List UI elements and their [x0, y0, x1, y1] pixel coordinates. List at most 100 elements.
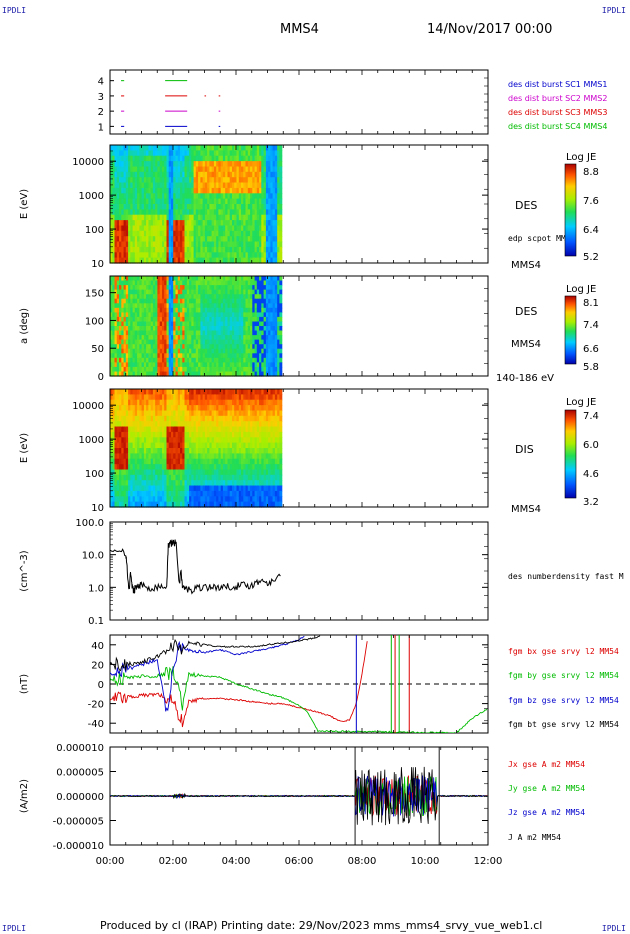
dis-energy-cell	[130, 496, 134, 503]
des-energy-cell	[241, 257, 244, 264]
dis-energy-cell	[157, 394, 161, 401]
des-pitch-cell	[123, 357, 127, 363]
des-energy-cell	[137, 177, 140, 184]
des-energy-cell	[272, 161, 276, 168]
des-energy-cell	[139, 150, 143, 157]
des-energy-cell	[195, 214, 199, 221]
dis-energy-cell	[182, 437, 186, 444]
des-pitch-cell	[268, 371, 271, 377]
des-energy-cell	[121, 161, 125, 168]
des-energy-cell	[132, 225, 136, 232]
des-pitch-cell	[130, 357, 134, 363]
des-energy-cell	[232, 187, 235, 194]
dis-energy-cell	[152, 464, 156, 471]
dis-energy-cell	[195, 474, 199, 481]
des-energy-cell	[173, 214, 177, 221]
des-energy-cell	[263, 145, 267, 151]
des-pitch-cell	[279, 353, 283, 359]
dis-energy-cell	[121, 490, 125, 497]
dis-energy-cell	[137, 394, 140, 401]
des-pitch-cell	[152, 321, 156, 327]
des-pitch-cell	[204, 371, 208, 377]
des-pitch-cell	[139, 366, 143, 372]
des-pitch-cell	[137, 348, 140, 354]
des-energy-cell	[171, 252, 174, 259]
des-pitch-cell	[184, 344, 188, 350]
des-energy-cell	[130, 187, 134, 194]
des-energy-cell	[195, 257, 199, 264]
dis-energy-cell	[175, 415, 179, 422]
des-pitch-cell	[270, 307, 274, 313]
des-pitch-cell	[270, 294, 274, 300]
des-energy-cell	[254, 236, 258, 243]
des-energy-cell	[274, 155, 278, 162]
des-pitch-cell	[139, 353, 143, 359]
des-pitch-cell	[225, 326, 229, 332]
des-energy-cell	[157, 230, 161, 237]
des-pitch-cell	[166, 326, 170, 332]
dis-energy-cell	[182, 464, 186, 471]
des-energy-cell	[137, 193, 140, 200]
dis-energy-cell	[177, 394, 181, 401]
des-energy-cell	[123, 246, 127, 253]
dis-energy-cell	[114, 405, 118, 412]
dis-energy-cell	[207, 480, 210, 487]
des-energy-cell	[238, 204, 242, 210]
dis-energy-cell	[193, 448, 197, 454]
des-energy-cell	[204, 161, 208, 168]
des-energy-cell	[198, 177, 201, 184]
des-energy-cell	[132, 252, 136, 259]
des-energy-cell	[191, 209, 195, 216]
dis-energy-cell	[116, 474, 120, 481]
des-pitch-cell	[220, 326, 224, 332]
des-energy-cell	[229, 214, 233, 221]
dis-energy-cell	[143, 437, 147, 444]
dis-energy-cell	[189, 431, 192, 438]
des-pitch-cell	[123, 353, 127, 359]
des-pitch-cell	[180, 362, 183, 368]
des-pitch-cell	[245, 321, 249, 327]
dis-energy-cell	[184, 399, 188, 406]
des-pitch-cell	[256, 276, 260, 282]
dis-energy-cell	[112, 474, 116, 481]
dis-energy-cell	[254, 394, 258, 401]
des-pitch-cell	[110, 366, 113, 372]
dis-energy-cell	[241, 474, 244, 481]
des-pitch-cell	[213, 280, 217, 286]
dis-energy-cell	[254, 389, 258, 395]
des-pitch-cell	[265, 303, 269, 309]
dis-energy-cell	[238, 458, 242, 465]
dis-energy-cell	[132, 485, 136, 492]
des-pitch-cell	[272, 339, 276, 345]
dis-energy-cell	[152, 431, 156, 438]
des-pitch-cell	[152, 307, 156, 313]
des-energy-cell	[225, 150, 229, 157]
des-pitch-cell	[252, 303, 256, 309]
des-pitch-cell	[204, 353, 208, 359]
dis-energy-cell	[243, 453, 247, 460]
des-energy-cell	[222, 241, 226, 248]
dis-energy-cell	[232, 421, 235, 428]
des-energy-cell	[236, 246, 240, 253]
dis-energy-cell	[150, 410, 154, 417]
des-energy-cell	[274, 166, 278, 173]
des-pitch-cell	[123, 326, 127, 332]
des-energy-cell	[141, 204, 145, 210]
des-pitch-cell	[263, 339, 267, 345]
dis-energy-cell	[157, 501, 161, 508]
dis-energy-cell	[162, 442, 165, 449]
des-pitch-cell	[148, 357, 152, 363]
des-pitch-cell	[130, 366, 134, 372]
des-energy-cell	[141, 177, 145, 184]
des-pitch-cell	[180, 285, 183, 291]
des-pitch-cell	[123, 321, 127, 327]
dis-energy-cell	[225, 415, 229, 422]
dis-energy-cell	[125, 410, 129, 417]
dis-energy-cell	[166, 453, 170, 460]
des-pitch-cell	[137, 289, 140, 295]
des-energy-cell	[229, 150, 233, 157]
des-energy-cell	[164, 225, 168, 232]
des-pitch-cell	[180, 312, 183, 318]
des-pitch-cell	[227, 276, 231, 282]
des-pitch-cell	[216, 335, 220, 341]
